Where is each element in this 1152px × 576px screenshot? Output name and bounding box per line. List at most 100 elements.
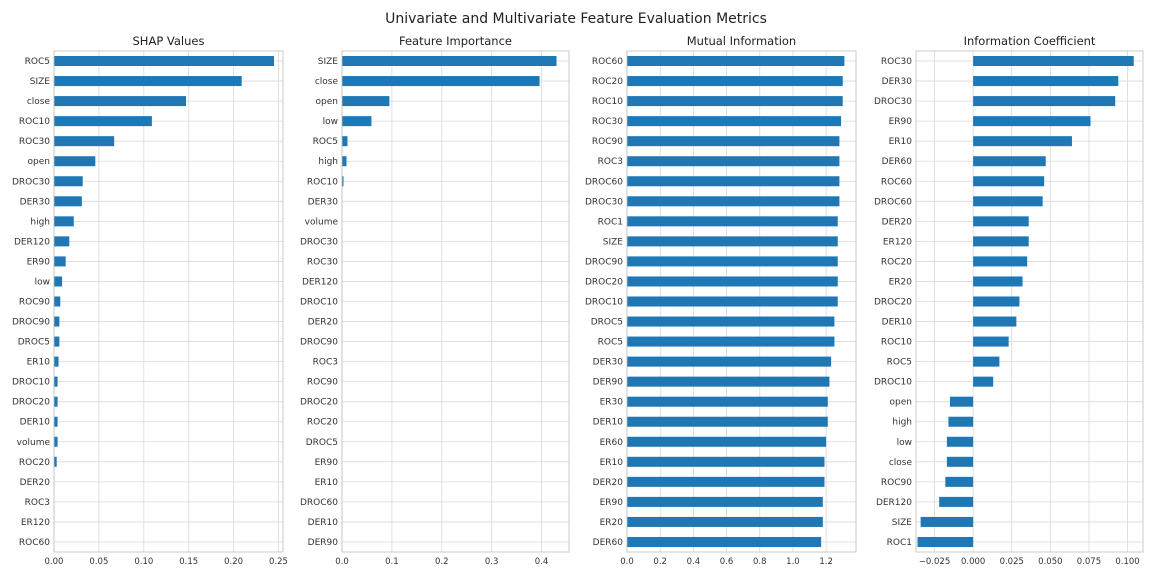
y-tick-label: ROC30 <box>307 257 338 267</box>
x-tick-label: 0.10 <box>134 557 153 567</box>
bar-er90 <box>627 496 823 507</box>
y-tick-label: DER10 <box>20 418 51 428</box>
y-tick-label: ROC5 <box>313 137 338 147</box>
bar-er120 <box>973 236 1029 247</box>
y-tick-label: ROC60 <box>19 538 50 548</box>
bar-roc5 <box>973 356 1000 367</box>
x-tick-label: 0.1 <box>385 557 399 567</box>
bar-close <box>946 456 974 467</box>
y-tick-label: ROC90 <box>19 298 50 308</box>
bar-roc30 <box>973 56 1134 67</box>
bar-roc1 <box>917 536 974 547</box>
bar-droc60 <box>973 196 1043 207</box>
x-tick-label: −0.025 <box>919 557 950 567</box>
bar-roc10 <box>342 176 344 187</box>
bar-droc20 <box>973 296 1020 307</box>
y-tick-label: ROC30 <box>881 57 912 67</box>
bar-roc3 <box>627 156 840 167</box>
bar-der10 <box>627 416 828 427</box>
y-tick-label: volume <box>305 217 339 227</box>
bar-droc5 <box>54 336 60 347</box>
bar-droc20 <box>54 396 58 407</box>
y-tick-label: DER20 <box>20 478 51 488</box>
bar-droc30 <box>627 196 840 207</box>
bar-er20 <box>627 516 823 527</box>
x-tick-label: 0.0 <box>335 557 349 567</box>
y-tick-label: ROC3 <box>313 358 338 368</box>
y-tick-label: DROC30 <box>874 97 912 107</box>
bar-high <box>342 156 347 167</box>
bar-droc90 <box>54 316 60 327</box>
y-tick-label: low <box>897 438 912 448</box>
bar-open <box>54 156 96 167</box>
bar-low <box>54 276 63 287</box>
y-tick-label: ROC10 <box>307 177 338 187</box>
y-tick-label: DER20 <box>882 217 913 227</box>
y-tick-label: DER120 <box>302 277 338 287</box>
bar-er90 <box>54 256 66 267</box>
y-tick-label: DROC60 <box>874 197 912 207</box>
y-tick-label: SIZE <box>892 518 913 528</box>
y-tick-label: ROC90 <box>881 478 912 488</box>
y-tick-label: DROC90 <box>585 257 623 267</box>
y-tick-label: ROC60 <box>881 177 912 187</box>
y-tick-label: DER30 <box>20 197 51 207</box>
x-tick-label: 1.0 <box>786 557 800 567</box>
y-tick-label: ROC20 <box>881 257 912 267</box>
y-tick-label: ROC5 <box>598 338 623 348</box>
y-tick-label: high <box>318 157 338 167</box>
y-tick-label: ER30 <box>600 398 624 408</box>
y-tick-label: SIZE <box>318 57 339 67</box>
bar-size <box>627 236 838 247</box>
x-tick-label: 0.6 <box>720 557 734 567</box>
y-tick-label: DER10 <box>882 318 913 328</box>
y-tick-label: DROC10 <box>300 298 338 308</box>
y-tick-label: DROC20 <box>585 277 623 287</box>
y-tick-label: DER30 <box>882 77 913 87</box>
bar-der30 <box>54 196 82 207</box>
bar-roc20 <box>54 456 57 467</box>
y-tick-label: ROC10 <box>19 117 50 127</box>
y-tick-label: ROC5 <box>887 358 912 368</box>
bar-der10 <box>973 316 1017 327</box>
y-tick-label: DROC30 <box>300 237 338 247</box>
x-tick-label: 0.025 <box>1000 557 1024 567</box>
bar-roc5 <box>54 56 275 67</box>
bar-er10 <box>54 356 59 367</box>
bar-der20 <box>973 216 1029 227</box>
y-tick-label: low <box>323 117 338 127</box>
bar-droc30 <box>54 176 83 187</box>
x-tick-label: 0.000 <box>961 557 985 567</box>
bar-roc60 <box>973 176 1045 187</box>
y-tick-label: ER60 <box>600 438 624 448</box>
x-tick-label: 0.20 <box>224 557 243 567</box>
bar-er10 <box>627 456 825 467</box>
bar-roc10 <box>627 96 843 107</box>
panel-title: SHAP Values <box>133 34 205 48</box>
bar-droc10 <box>54 376 58 387</box>
bar-der20 <box>627 476 825 487</box>
bar-open <box>949 396 974 407</box>
y-tick-label: open <box>316 97 338 107</box>
bar-droc10 <box>627 296 838 307</box>
x-tick-label: 0.2 <box>435 557 449 567</box>
panel-2: SIZE close open low ROC5 high ROC10 DER30 volume… <box>300 34 570 567</box>
bar-droc90 <box>627 256 838 267</box>
x-tick-label: 0.050 <box>1038 557 1062 567</box>
y-tick-label: DER20 <box>308 318 339 328</box>
y-tick-label: DROC20 <box>300 398 338 408</box>
bar-roc10 <box>973 336 1009 347</box>
x-tick-label: 0.100 <box>1115 557 1139 567</box>
y-tick-label: DROC10 <box>585 298 623 308</box>
y-tick-label: ROC5 <box>25 57 50 67</box>
bar-low <box>342 116 372 127</box>
y-tick-label: open <box>890 398 912 408</box>
bar-droc5 <box>627 316 835 327</box>
y-tick-label: DROC20 <box>874 298 912 308</box>
bar-roc10 <box>54 116 152 127</box>
y-tick-label: DROC60 <box>300 498 338 508</box>
y-tick-label: DER20 <box>593 478 624 488</box>
y-tick-label: ER120 <box>883 237 912 247</box>
bar-roc30 <box>627 116 842 127</box>
y-tick-label: DROC5 <box>591 318 623 328</box>
